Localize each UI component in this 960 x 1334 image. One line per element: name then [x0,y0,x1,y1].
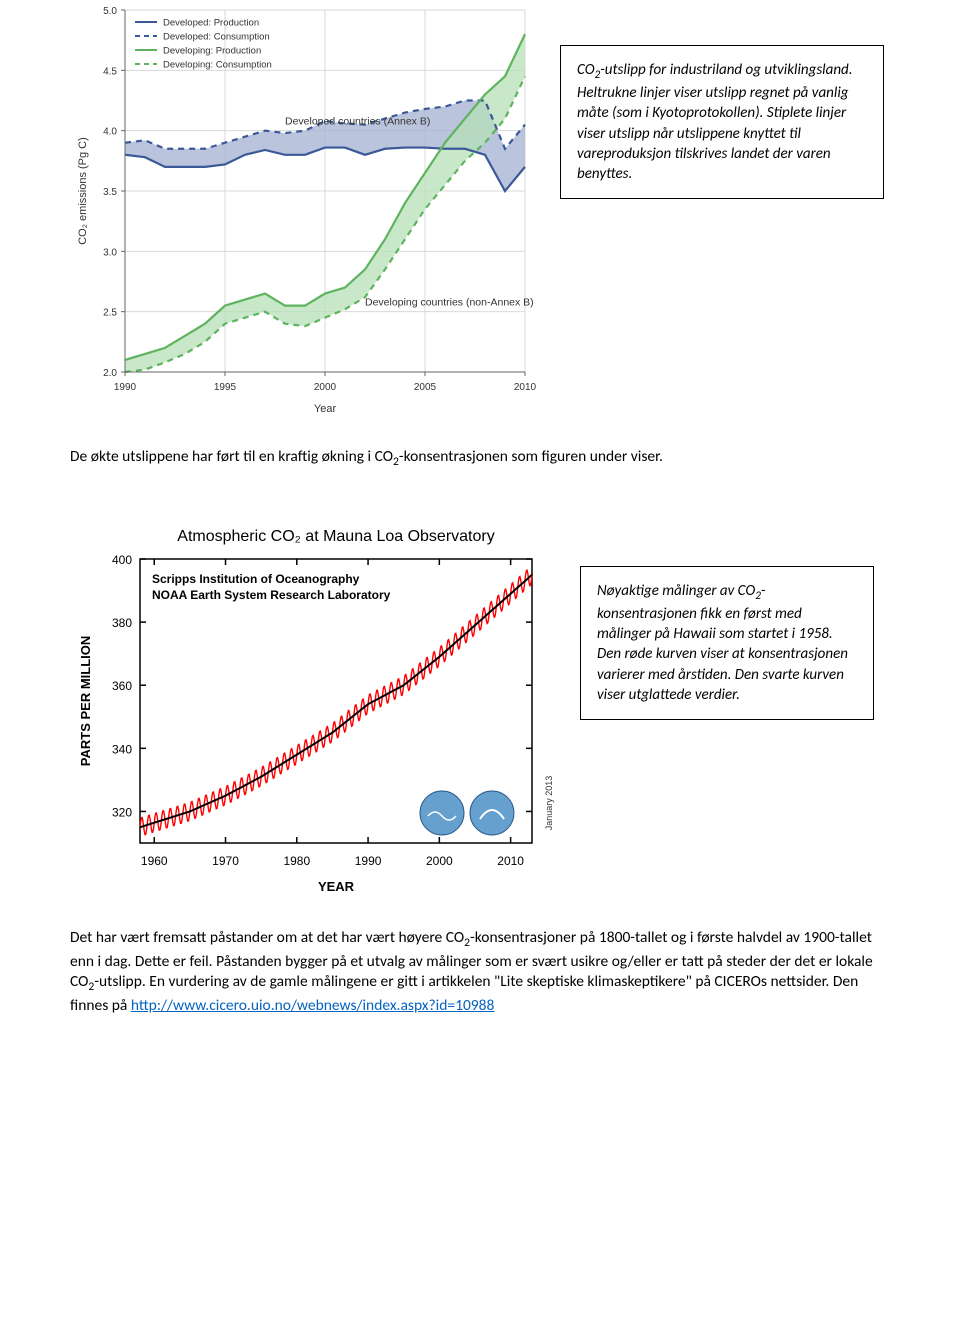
svg-text:CO₂ emissions (Pg C): CO₂ emissions (Pg C) [77,137,89,245]
svg-text:YEAR: YEAR [318,879,355,894]
svg-text:Developing: Consumption: Developing: Consumption [163,60,272,71]
svg-text:4.5: 4.5 [103,66,117,77]
svg-text:2010: 2010 [514,382,537,393]
svg-text:360: 360 [112,679,132,693]
svg-text:2.5: 2.5 [103,308,117,319]
body-paragraph-2: Det har vært fremsatt påstander om at de… [70,928,890,1017]
svg-text:Developing: Production: Developing: Production [163,46,261,57]
svg-text:Developed: Production: Developed: Production [163,18,259,29]
svg-text:2000: 2000 [314,382,337,393]
svg-text:2000: 2000 [426,854,453,868]
svg-text:380: 380 [112,616,132,630]
svg-text:Developing countries (non-Anne: Developing countries (non-Annex B) [365,297,534,309]
svg-text:Developed countries (Annex B): Developed countries (Annex B) [285,116,430,128]
svg-text:Atmospheric CO₂ at Mauna Loa O: Atmospheric CO₂ at Mauna Loa Observatory [177,528,494,545]
svg-text:1960: 1960 [141,854,168,868]
svg-text:1990: 1990 [355,854,382,868]
svg-text:January 2013: January 2013 [544,776,554,831]
svg-text:2.0: 2.0 [103,368,117,379]
emissions-chart: 2.0 2.5 3.0 3.5 4.0 4.5 5.0 1990 1995 2000 2005 201… [70,0,540,425]
svg-text:NOAA Earth System Research Lab: NOAA Earth System Research Laboratory [152,588,391,602]
svg-text:3.5: 3.5 [103,187,117,198]
svg-text:340: 340 [112,742,132,756]
svg-text:320: 320 [112,805,132,819]
svg-text:400: 400 [112,553,132,567]
svg-text:1970: 1970 [212,854,239,868]
svg-text:3.0: 3.0 [103,247,117,258]
svg-text:4.0: 4.0 [103,127,117,138]
body-paragraph-1: De økte utslippene har ført til en kraft… [70,447,890,471]
mauna-loa-chart: 320 340 360 380 400 1960 1970 1980 1990 2000 2010 A… [70,521,560,906]
svg-text:1980: 1980 [283,854,310,868]
svg-text:Year: Year [314,403,337,415]
svg-text:2005: 2005 [414,382,437,393]
svg-text:Developed: Consumption: Developed: Consumption [163,32,270,43]
svg-text:1995: 1995 [214,382,237,393]
svg-text:2010: 2010 [497,854,524,868]
svg-text:1990: 1990 [114,382,137,393]
chart1-caption: CO2-utslipp for industriland og utviklin… [560,45,884,199]
chart2-caption: Nøyaktige målinger av CO2-konsentrasjone… [580,566,874,720]
cicero-link[interactable]: http://www.cicero.uio.no/webnews/index.a… [131,996,495,1015]
svg-text:PARTS PER MILLION: PARTS PER MILLION [78,636,93,766]
svg-text:5.0: 5.0 [103,6,117,17]
svg-text:Scripps Institution of Oceanog: Scripps Institution of Oceanography [152,572,360,586]
